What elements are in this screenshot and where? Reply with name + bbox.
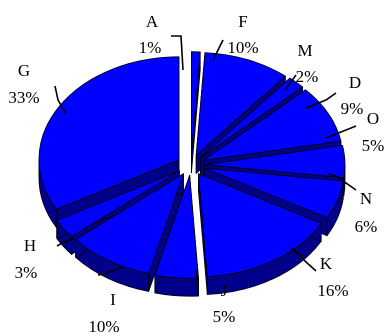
slice-labels: A 1% F 10% M 2% D 9%O 5% N 6% K 16% J 5% I 10% H 3% G 33% <box>8 12 384 336</box>
slice-label-h: H <box>24 236 36 255</box>
slice-percent-n: 6% <box>355 217 378 236</box>
slice-percent-j: 5% <box>213 307 236 326</box>
leader-line-a <box>171 35 184 71</box>
slice-label-o: O <box>367 109 379 128</box>
slice-k <box>198 173 322 277</box>
leader-line-j <box>195 269 199 286</box>
slice-percent-d: 9% <box>341 99 364 118</box>
slice-percent-f: 10% <box>227 38 258 57</box>
slice-label-a: A <box>146 12 159 31</box>
slice-label-k: K <box>320 254 333 273</box>
slice-h <box>56 170 180 237</box>
pie-slices <box>38 51 346 297</box>
slice-label-f: F <box>238 12 247 31</box>
slice-percent-h: 3% <box>15 263 38 282</box>
leader-line-d <box>305 92 337 109</box>
slice-percent-m: 2% <box>296 67 319 86</box>
slice-label-i: I <box>110 290 116 309</box>
leader-line-i <box>97 266 124 276</box>
slice-percent-a: 1% <box>139 38 162 57</box>
slice-percent-g: 33% <box>8 88 39 107</box>
slice-percent-k: 16% <box>317 281 348 300</box>
leader-line-f <box>212 39 224 61</box>
slice-f <box>195 52 286 156</box>
slice-o <box>204 144 346 178</box>
leader-line-g <box>54 85 67 115</box>
leader-line-m <box>284 74 297 91</box>
leader-line-k <box>291 247 317 272</box>
leader-line-h <box>56 237 75 247</box>
slice-label-g: G <box>18 61 30 80</box>
slice-label-d: D <box>349 73 361 92</box>
slice-label-m: M <box>297 41 312 60</box>
leader-line-o <box>325 125 357 139</box>
leader-lines <box>54 35 357 286</box>
slice-percent-o: 5% <box>362 136 385 155</box>
leader-line-n <box>327 173 357 191</box>
slice-i <box>75 173 184 274</box>
slice-m <box>200 77 304 158</box>
slice-j <box>154 174 199 279</box>
slice-g <box>38 56 180 210</box>
slice-label-j: J <box>221 281 228 300</box>
slice-percent-i: 10% <box>88 317 119 336</box>
slice-a <box>191 51 201 156</box>
slice-label-n: N <box>360 189 372 208</box>
